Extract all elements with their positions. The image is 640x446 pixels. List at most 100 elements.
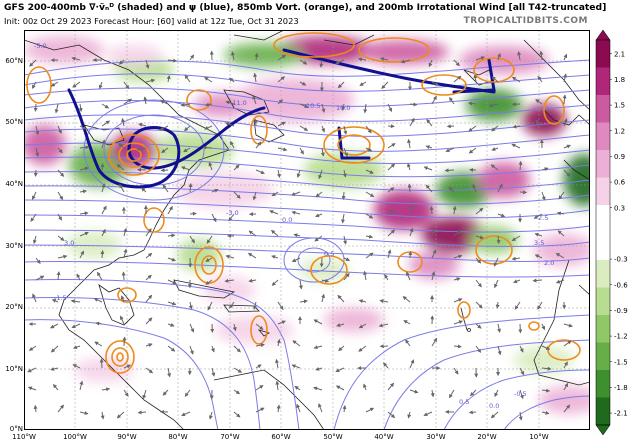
wind-arrow <box>383 362 389 369</box>
contour-label: 0.5 <box>459 398 469 406</box>
wind-arrow <box>321 278 330 283</box>
wind-arrow <box>33 404 38 413</box>
lon-label-50w: 50°W <box>323 433 343 441</box>
wind-arrow <box>32 293 37 303</box>
wind-arrow <box>365 234 374 239</box>
wind-arrow <box>519 345 524 353</box>
lat-label-30: 30°N <box>5 242 23 250</box>
wind-arrow <box>423 411 433 417</box>
wind-arrow <box>365 125 372 134</box>
wind-arrow <box>100 163 105 171</box>
wind-arrow <box>166 75 171 83</box>
wind-arrow <box>299 147 304 155</box>
wind-arrow <box>57 147 63 154</box>
wind-arrow <box>321 125 325 133</box>
wind-arrow <box>101 183 106 193</box>
contour-label: -3.0 <box>226 209 239 217</box>
colorbar-segment <box>596 397 610 426</box>
colorbar-segment <box>596 95 610 123</box>
wind-arrow <box>315 191 323 198</box>
wind-arrow <box>365 191 375 198</box>
wind-arrow <box>70 299 81 304</box>
wind-arrow <box>338 345 345 352</box>
wind-arrow <box>365 169 374 174</box>
wind-arrow <box>204 125 213 130</box>
wind-arrow <box>101 139 106 149</box>
wind-arrow <box>472 183 477 193</box>
wind-arrow <box>343 147 348 157</box>
wind-arrow <box>453 320 464 325</box>
wind-arrow <box>541 410 550 415</box>
wind-arrow <box>56 271 61 281</box>
wind-arrow <box>167 279 177 285</box>
wind-arrow <box>335 385 345 391</box>
wind-arrow <box>202 145 213 150</box>
wind-arrow <box>162 184 169 193</box>
wind-arrow <box>406 271 411 281</box>
wind-arrow <box>252 95 257 105</box>
wind-arrow <box>76 273 81 281</box>
wind-arrow <box>204 76 213 83</box>
wind-arrow <box>514 301 521 310</box>
wind-arrow <box>299 59 308 65</box>
lat-label-0: 0°N <box>9 425 23 433</box>
wind-arrow <box>101 228 106 237</box>
brand-watermark[interactable]: TROPICALTIDBITS.COM <box>463 16 588 26</box>
contour-label: 0.0 <box>282 216 292 224</box>
weather-map[interactable]: -11.0 10.5 10.0 -3.0 0.0 2.5 -1.5 0.5 3.… <box>24 30 590 430</box>
wind-arrow <box>541 323 546 331</box>
wind-arrow <box>534 254 543 259</box>
lon-label-100w: 100°W <box>63 433 87 441</box>
wind-arrow <box>296 169 301 178</box>
wind-arrow <box>448 186 455 193</box>
wind-arrow <box>299 125 309 131</box>
wind-arrow <box>35 125 40 136</box>
wind-arrow <box>291 210 301 215</box>
wind-arrow <box>210 345 215 353</box>
wind-arrow <box>488 103 499 108</box>
wind-arrow <box>562 94 567 105</box>
wind-arrow <box>512 124 521 129</box>
wind-arrow <box>160 100 169 105</box>
wind-arrow <box>314 235 323 242</box>
wind-arrow <box>79 411 89 415</box>
wind-arrow <box>299 103 309 108</box>
wind-arrow <box>167 301 177 306</box>
wind-arrow <box>468 410 477 415</box>
contour-label: -1.5 <box>54 294 67 302</box>
wind-arrow <box>229 301 235 309</box>
wind-arrow <box>189 235 195 244</box>
wind-arrow <box>204 102 213 107</box>
wind-arrow <box>491 147 499 151</box>
wind-arrow <box>145 228 152 237</box>
wind-arrow <box>357 57 367 62</box>
wind-arrow <box>497 345 502 356</box>
wind-arrow <box>277 54 287 61</box>
wind-arrow <box>445 147 455 152</box>
wind-arrow <box>57 169 65 177</box>
wind-arrow <box>535 119 543 127</box>
wind-arrow <box>534 232 543 237</box>
wind-arrow <box>431 337 438 347</box>
wind-arrow <box>31 191 37 200</box>
wind-arrow <box>475 207 484 215</box>
wind-arrow <box>180 102 191 107</box>
wind-arrow <box>123 389 129 397</box>
wind-arrow <box>537 75 543 83</box>
wind-arrow <box>101 103 110 109</box>
wind-arrow <box>407 411 412 419</box>
wind-arrow <box>207 301 213 311</box>
lon-label-40w: 40°W <box>374 433 394 441</box>
wind-arrow <box>137 410 147 415</box>
wind-arrow <box>298 279 303 290</box>
lat-label-10: 10°N <box>5 365 23 373</box>
colorbar-tick-label: -0.6 <box>614 281 628 289</box>
wind-arrow <box>475 56 486 61</box>
wind-arrow <box>537 301 543 310</box>
wind-arrow <box>387 143 396 149</box>
colorbar-segment <box>596 40 610 68</box>
wind-arrow <box>407 183 412 193</box>
contour-label-group: -11.0 10.5 10.0 -3.0 0.0 2.5 -1.5 0.5 3.… <box>34 42 554 410</box>
colorbar-segment <box>596 260 610 288</box>
wind-arrow <box>453 344 462 349</box>
